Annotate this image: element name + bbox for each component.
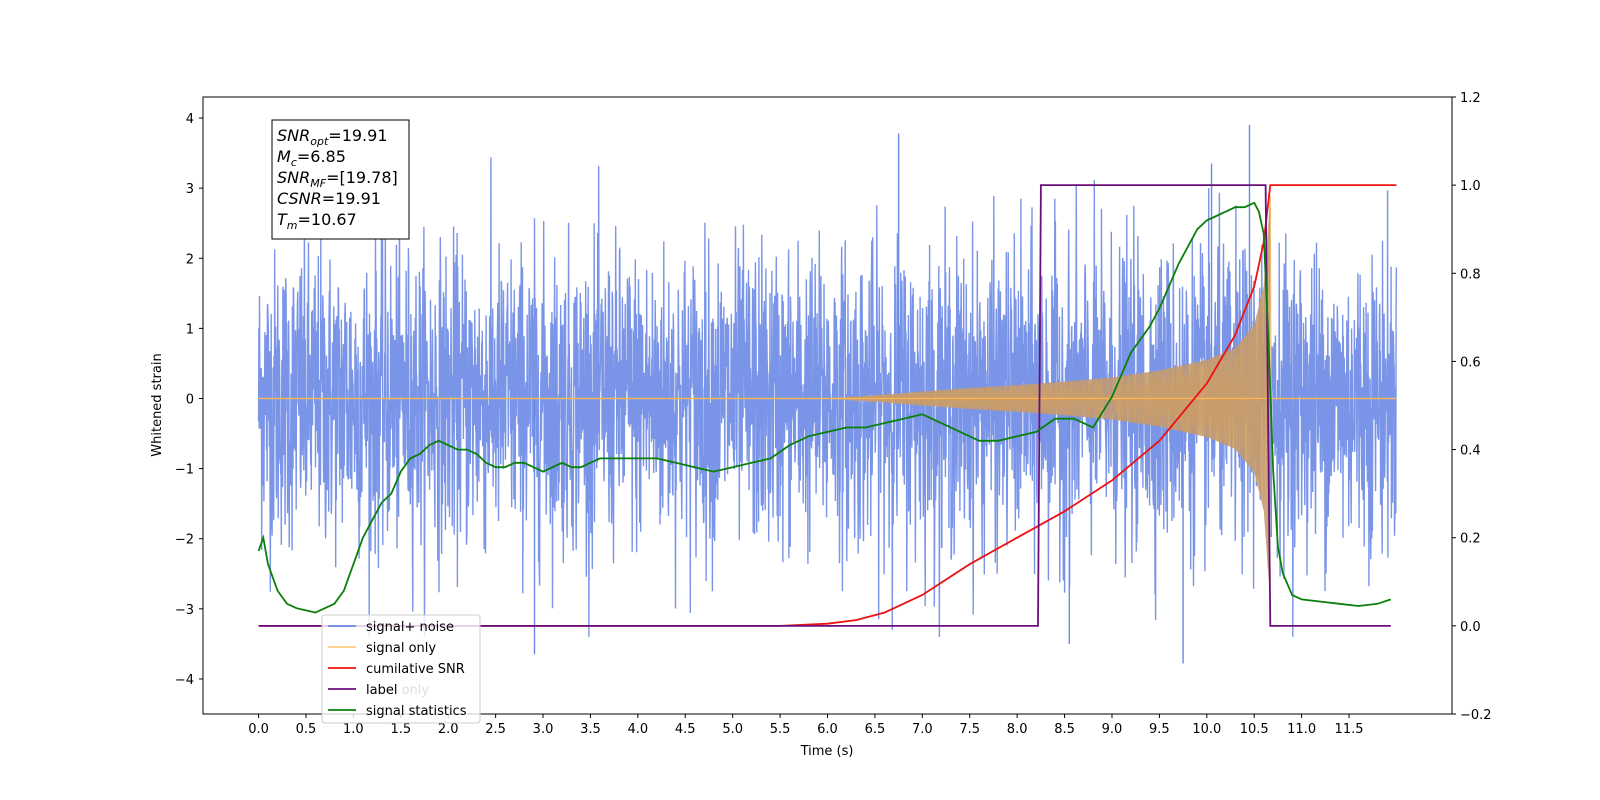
- annotation-frame: [271, 119, 410, 240]
- x-tick-label: 8.5: [1054, 722, 1075, 737]
- y-right-tick-label: 0.4: [1460, 444, 1481, 459]
- y-right-tick-label: 0.8: [1460, 267, 1481, 282]
- annotation-line: Tm=10.67: [277, 210, 357, 232]
- annotation-value: =10.67: [298, 210, 357, 229]
- legend-label: signal statistics: [366, 704, 467, 719]
- series-cumilative-snr-line: [258, 184, 1397, 627]
- x-tick-label: 5.5: [770, 722, 791, 737]
- right-axis-series: [257, 184, 1397, 627]
- x-tick-label: 11.5: [1335, 722, 1364, 737]
- annotation-symbol: T: [277, 210, 288, 229]
- y-right-tick-label: 1.0: [1460, 179, 1481, 194]
- x-tick-label: 7.0: [912, 722, 933, 737]
- annotation-symbol: SNR: [277, 168, 310, 187]
- annotation-value: =6.85: [297, 147, 346, 166]
- annotation-subscript: MF: [310, 177, 326, 190]
- y-right-tick-label: −0.2: [1460, 708, 1492, 723]
- series-label-line: [258, 184, 1391, 627]
- annotation-subscript: c: [291, 156, 297, 169]
- annotation-line: Mc=6.85: [277, 147, 346, 169]
- y-left-tick-label: −3: [175, 603, 194, 618]
- x-tick-label: 5.0: [722, 722, 743, 737]
- x-axis-label: Time (s): [800, 744, 854, 759]
- x-tick-label: 0.5: [296, 722, 317, 737]
- annotation-line: CSNR=19.91: [277, 189, 381, 208]
- legend-label: cumilative SNR: [366, 662, 465, 677]
- x-tick-label: 0.0: [248, 722, 269, 737]
- y-axis-right: 1.2 1.0 0.8 0.6 0.4 0.2 0.0 −0.2: [1452, 91, 1492, 723]
- legend-overlapped-text: label only: [366, 683, 429, 698]
- annotation-symbol: SNR: [277, 126, 310, 145]
- x-tick-label: 8.0: [1007, 722, 1028, 737]
- series-signal-only: [258, 195, 1397, 602]
- x-tick-label: 7.5: [959, 722, 980, 737]
- legend-label: signal+ noise: [366, 620, 454, 635]
- y-right-tick-label: 0.6: [1460, 355, 1481, 370]
- x-tick-label: 6.0: [817, 722, 838, 737]
- plot-area: [257, 125, 1398, 664]
- legend-label: label: [366, 683, 397, 698]
- y-left-tick-label: 0: [186, 392, 194, 407]
- annotation-value: =[19.78]: [326, 168, 398, 187]
- x-tick-label: 9.5: [1149, 722, 1170, 737]
- x-tick-label: 1.0: [343, 722, 364, 737]
- x-tick-label: 2.5: [485, 722, 506, 737]
- y-axis-label: Whitened strain: [150, 353, 165, 456]
- x-tick-label: 2.0: [438, 722, 459, 737]
- x-tick-label: 10.0: [1192, 722, 1221, 737]
- annotation-subscript: m: [287, 219, 298, 232]
- y-right-tick-label: 0.2: [1460, 532, 1481, 547]
- annotation-line: SNRopt=19.91: [277, 126, 388, 148]
- x-tick-label: 3.5: [580, 722, 601, 737]
- y-left-tick-label: 1: [186, 322, 194, 337]
- x-tick-label: 6.5: [865, 722, 886, 737]
- annotation-line: SNRMF=[19.78]: [277, 168, 398, 190]
- y-axis-left: 4 3 2 1 0 −1 −2 −3 −4: [175, 112, 203, 688]
- legend-label: signal only: [366, 641, 436, 656]
- y-right-tick-label: 0.0: [1460, 620, 1481, 635]
- annotation-value: =19.91: [322, 189, 381, 208]
- x-tick-label: 4.0: [628, 722, 649, 737]
- y-left-tick-label: −4: [175, 673, 194, 688]
- y-left-tick-label: 4: [186, 112, 194, 127]
- y-left-tick-label: −1: [175, 463, 194, 478]
- y-left-tick-label: −2: [175, 533, 194, 548]
- y-left-tick-label: 3: [186, 182, 194, 197]
- x-tick-label: 1.5: [390, 722, 411, 737]
- annotation-symbol: CSNR: [277, 189, 322, 208]
- y-right-tick-label: 1.2: [1460, 91, 1481, 106]
- annotation-symbol: M: [277, 147, 291, 166]
- legend: label only signal+ noise signal only cumila…: [321, 614, 481, 724]
- x-tick-label: 3.0: [533, 722, 554, 737]
- y-left-tick-label: 2: [186, 252, 194, 267]
- x-tick-label: 10.5: [1240, 722, 1269, 737]
- annotation-value: =19.91: [328, 126, 387, 145]
- series-signal-statistics-line: [257, 201, 1392, 614]
- x-tick-label: 4.5: [675, 722, 696, 737]
- x-tick-label: 9.0: [1102, 722, 1123, 737]
- stats-annotation-box: SNRopt=19.91Mc=6.85SNRMF=[19.78]CSNR=19.…: [271, 119, 410, 240]
- x-tick-label: 11.0: [1287, 722, 1316, 737]
- legend-frame: [321, 614, 481, 724]
- annotation-subscript: opt: [310, 135, 329, 148]
